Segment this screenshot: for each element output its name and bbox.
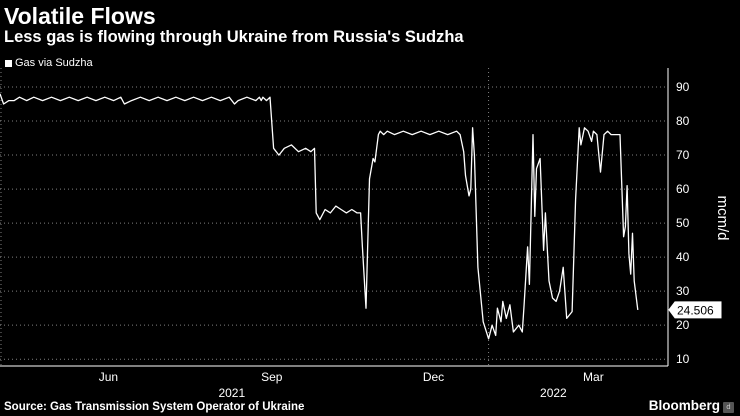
legend: Gas via Sudzha [5, 57, 93, 69]
x-tick-label: Dec [423, 370, 444, 384]
source-note: Source: Gas Transmission System Operator… [4, 401, 305, 413]
y-tick-label: 60 [676, 182, 690, 196]
legend-label: Gas via Sudzha [15, 57, 93, 69]
last-value-callout [668, 301, 722, 319]
x-tick-label: Sep [261, 370, 283, 384]
y-tick-label: 10 [676, 352, 690, 366]
legend-swatch [5, 59, 12, 67]
last-value-label: 24.506 [677, 303, 714, 317]
y-axis-label: mcm/d [714, 196, 731, 241]
x-tick-label: Jun [99, 370, 118, 384]
x-year-label: 2022 [540, 386, 567, 400]
y-tick-label: 30 [676, 284, 690, 298]
y-tick-label: 20 [676, 318, 690, 332]
bloomberg-mark-icon: d [723, 402, 734, 413]
brand-logo: Bloomberg [648, 398, 720, 413]
y-tick-label: 80 [676, 114, 690, 128]
series-line-gas-via-sudzha [0, 93, 639, 340]
chart-subtitle: Less gas is flowing through Ukraine from… [4, 28, 464, 46]
x-year-label: 2021 [218, 386, 245, 400]
y-tick-label: 70 [676, 148, 690, 162]
x-tick-label: Mar [583, 370, 604, 384]
chart-title: Volatile Flows [4, 3, 156, 29]
y-tick-label: 40 [676, 250, 690, 264]
y-tick-label: 90 [676, 80, 690, 94]
y-tick-label: 50 [676, 216, 690, 230]
